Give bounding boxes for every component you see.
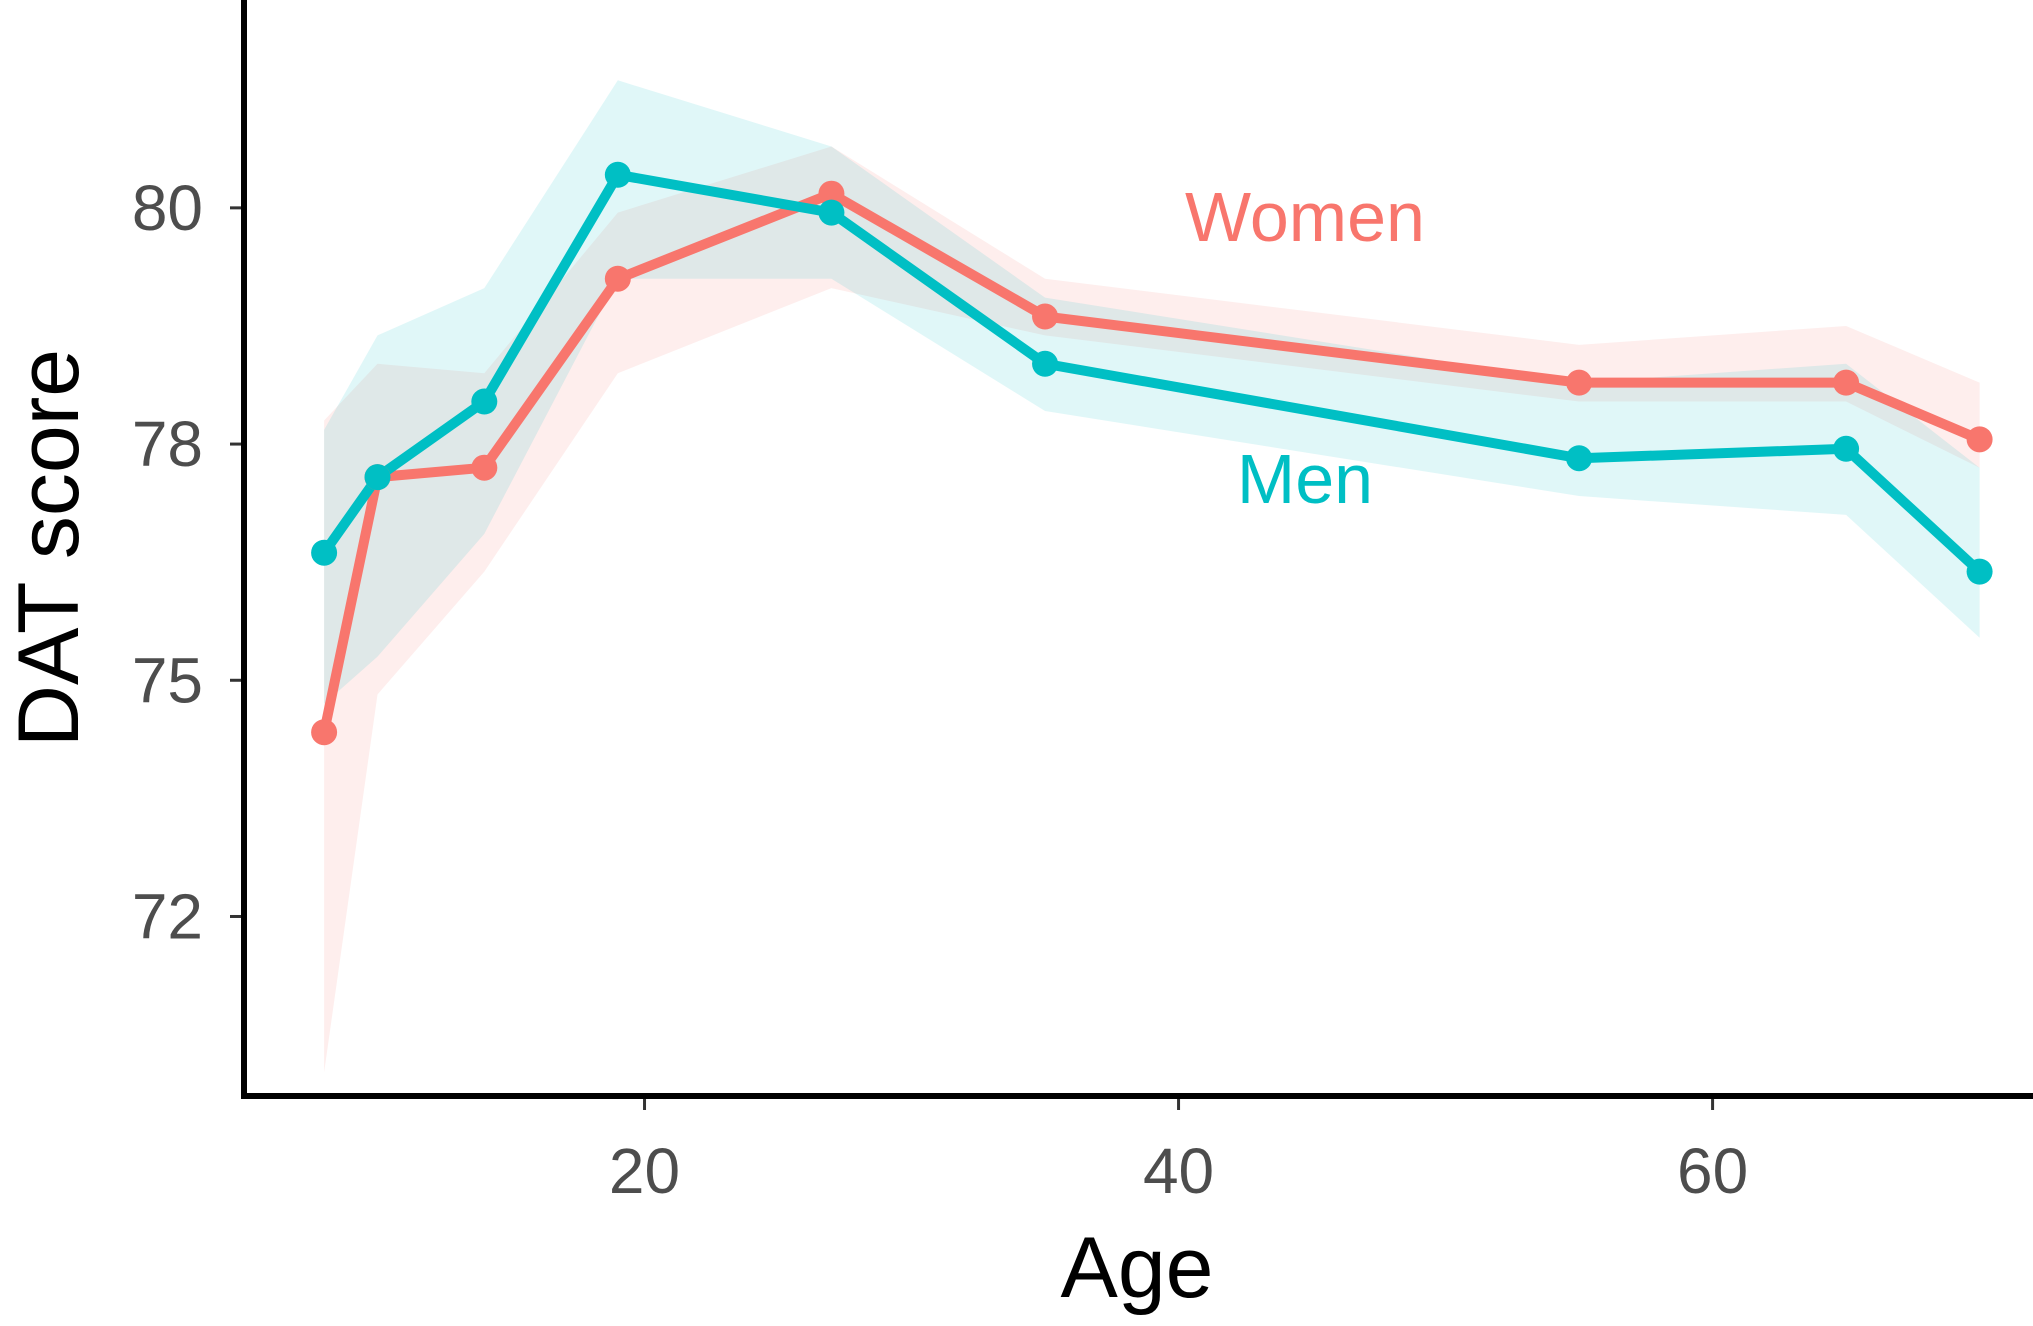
series-points	[311, 161, 1993, 746]
women-data-point	[471, 454, 498, 481]
series-lines	[319, 169, 1985, 738]
men-data-point	[1566, 445, 1593, 472]
men-data-point	[818, 199, 845, 226]
men-data-point	[1032, 350, 1059, 377]
y-axis-title: DAT score	[1, 349, 97, 747]
men-data-point	[311, 539, 338, 566]
y-tick-label: 72	[132, 880, 203, 952]
men-data-point	[1966, 558, 1993, 585]
women-data-point	[1566, 369, 1593, 396]
y-tick-label: 80	[132, 172, 203, 244]
women-data-point	[1833, 369, 1860, 396]
x-tick-label: 40	[1143, 1135, 1214, 1207]
men-data-point	[364, 464, 391, 491]
men-data-point	[604, 161, 631, 188]
x-axis-ticks: 20 40 60	[609, 1099, 1748, 1207]
men-data-point	[471, 388, 498, 415]
x-axis-title: Age	[1060, 1220, 1213, 1316]
women-series-label: Women	[1185, 178, 1425, 256]
men-data-point	[1833, 435, 1860, 462]
y-tick-label: 78	[132, 408, 203, 480]
women-data-point	[1966, 426, 1993, 453]
y-tick-label: 75	[132, 644, 203, 716]
men-series-label: Men	[1237, 440, 1373, 518]
women-data-point	[1032, 303, 1059, 330]
women-data-point	[311, 719, 338, 746]
women-data-point	[604, 265, 631, 292]
x-tick-label: 20	[609, 1135, 680, 1207]
x-tick-label: 60	[1677, 1135, 1748, 1207]
y-axis-ticks: 72 75 78 80	[132, 172, 241, 952]
women-data-point	[818, 180, 845, 207]
confidence-bands	[324, 80, 1980, 1073]
